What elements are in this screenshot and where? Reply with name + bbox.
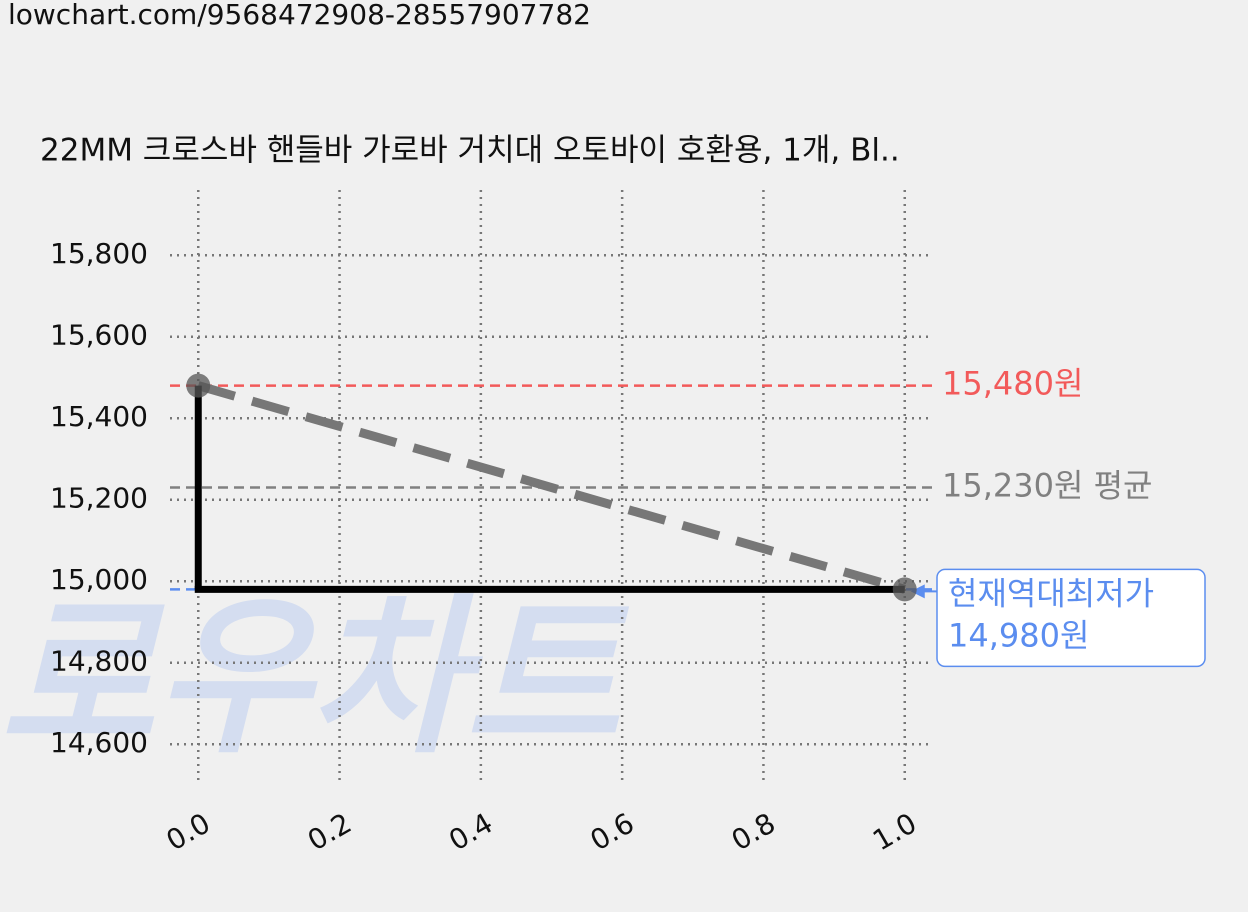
url: lowchart.com/9568472908-28557907782 [8,0,591,31]
point-marker [186,373,211,398]
y-tick-label: 14,600 [50,726,148,759]
reference-label: 15,480원 [942,365,1083,403]
y-tick-label: 15,200 [50,482,148,515]
y-tick-label: 14,800 [50,645,148,678]
y-tick-label: 15,600 [50,319,148,352]
annotation-text: 현재역대최저가 [948,574,1154,612]
annotation-text: 14,980원 [948,616,1089,654]
annotation-arrowhead [910,584,925,599]
watermark: 로우차트 [0,579,630,777]
trend-line [197,381,906,594]
chart-title: 22MM 크로스바 핸들바 가로바 거치대 오토바이 호환용, 1개, Bl.. [40,133,900,169]
point-marker [892,577,917,602]
y-tick-label: 15,000 [50,563,148,596]
reference-label: 15,230원 평균 [942,467,1152,505]
annotation-box [936,568,1206,668]
y-tick-label: 15,400 [50,400,148,433]
y-tick-label: 15,800 [50,237,148,270]
